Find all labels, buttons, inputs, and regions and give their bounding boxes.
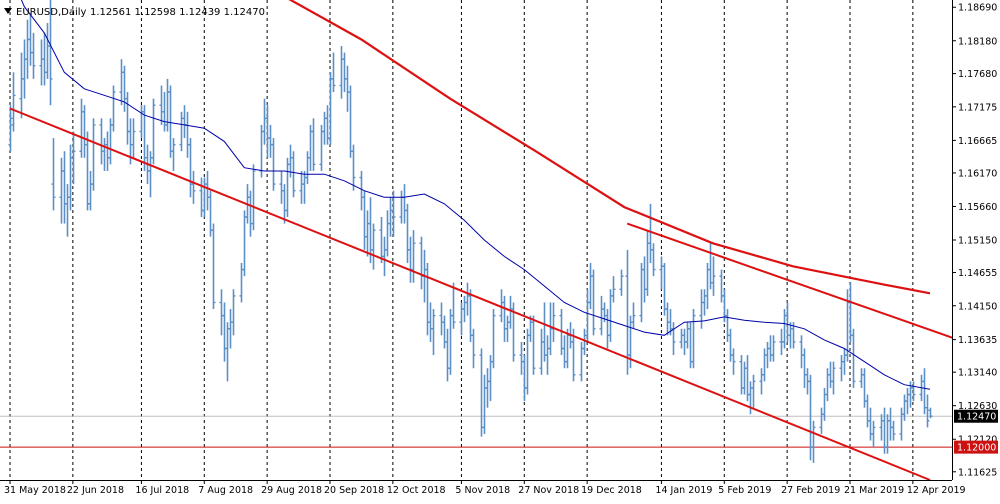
ohlc-bar: [891, 420, 896, 441]
ohlc-bar: [231, 289, 236, 336]
ohlc-bar: [591, 269, 596, 336]
ohlc-bar: [651, 243, 656, 277]
ohlc-bar: [271, 138, 276, 191]
x-tick-label: 27 Nov 2018: [518, 485, 579, 496]
ohlc-bar: [191, 170, 196, 204]
ohlc-bar: [471, 328, 476, 369]
ohlc-bar: [831, 361, 836, 395]
y-tick-label: 1.13635: [958, 335, 997, 346]
y-tick-label: 1.16170: [958, 168, 997, 179]
ohlc-bar: [371, 223, 376, 270]
ohlc-bar: [48, 0, 53, 106]
ohlc-bar: [851, 328, 856, 388]
ohlc-bar: [925, 394, 930, 428]
ohlc-bar: [631, 302, 636, 329]
ohlc-bar: [331, 52, 336, 93]
ohlc-bar: [171, 138, 176, 171]
chart-menu-arrow-icon[interactable]: [4, 8, 12, 14]
ohlc-bar: [51, 138, 56, 211]
ohlc-bar: [251, 164, 256, 231]
trend-line-lower[interactable]: [9, 107, 931, 481]
ohlc-bar: [671, 322, 676, 356]
y-tick-label: 1.12120: [958, 435, 997, 446]
current-price-tag: 1.12470: [954, 409, 998, 423]
y-tick-label: 1.11625: [958, 467, 997, 478]
y-tick-label: 1.14150: [958, 301, 997, 312]
ohlc-bar: [771, 335, 776, 362]
y-tick-label: 1.12630: [958, 401, 997, 412]
ohlc-bar: [8, 105, 13, 152]
x-tick-label: 29 Aug 2018: [261, 485, 322, 496]
ohlc-bar: [928, 407, 933, 419]
moving-average-fast: [20, 0, 931, 390]
ohlc-bar: [871, 420, 876, 448]
time-axis-area: [0, 480, 1000, 500]
y-tick-label: 1.18180: [958, 36, 997, 47]
x-tick-label: 12 Apr 2019: [907, 485, 966, 496]
ohlc-bar: [431, 309, 436, 356]
ohlc-bar: [619, 269, 624, 296]
ohlc-bar: [751, 374, 756, 408]
ohlc-bar: [571, 328, 576, 382]
ohlc-bar: [391, 190, 396, 237]
ohlc-bar: [531, 315, 536, 375]
ohlc-bar: [151, 98, 156, 165]
x-tick-label: 14 Jan 2019: [655, 485, 712, 496]
y-tick-label: 1.15150: [958, 236, 997, 247]
current-price-tag-text: 1.12470: [957, 412, 996, 423]
ohlc-bar: [491, 309, 496, 369]
x-tick-label: 16 Jul 2018: [135, 485, 189, 496]
ohlc-bar: [711, 256, 716, 296]
ohlc-bar: [71, 131, 76, 185]
y-tick-label: 1.18690: [958, 3, 997, 14]
ohlc-values-label: 1.12561 1.12598 1.12439 1.12470: [90, 7, 265, 18]
ohlc-bar: [131, 118, 136, 158]
ohlc-bar: [691, 309, 696, 369]
ohlc-bar: [811, 420, 816, 463]
level-price-tag: 1.12000: [954, 440, 998, 454]
x-tick-label: 12 Oct 2018: [387, 485, 446, 496]
moving-average-slow: [288, 0, 931, 295]
ohlc-bar: [351, 144, 356, 191]
x-tick-label: 5 Feb 2019: [718, 485, 771, 496]
ohlc-bar: [791, 322, 796, 349]
y-tick-label: 1.13140: [958, 368, 997, 379]
ohlc-bar: [31, 32, 36, 79]
ohlc-bar: [91, 118, 96, 191]
y-tick-label: 1.17680: [958, 69, 997, 80]
level-price-tag-box: [954, 440, 998, 454]
x-tick-label: 27 Feb 2019: [781, 485, 840, 496]
ohlc-bar: [611, 276, 616, 303]
x-tick-label: 5 Nov 2018: [455, 485, 510, 496]
ohlc-bar: [311, 118, 316, 171]
trend-line-upper[interactable]: [626, 222, 965, 343]
ohlc-bar: [291, 151, 296, 198]
ohlc-bar: [731, 348, 736, 375]
y-tick-label: 1.16665: [958, 136, 997, 147]
ohlc-bar: [11, 72, 16, 132]
ohlc-bar: [211, 223, 216, 310]
x-tick-label: 21 Mar 2019: [844, 485, 904, 496]
x-tick-label: 20 Sep 2018: [324, 485, 384, 496]
x-tick-label: 7 Aug 2018: [198, 485, 253, 496]
y-tick-label: 1.17175: [958, 102, 997, 113]
x-tick-label: 19 Dec 2018: [581, 485, 642, 496]
ohlc-bar: [111, 85, 116, 132]
current-price-tag-box: [954, 409, 998, 423]
x-tick-label: 31 May 2018: [4, 485, 66, 496]
ohlc-bar: [911, 381, 916, 402]
ohlc-bar: [411, 230, 416, 283]
level-price-tag-text: 1.12000: [957, 443, 996, 454]
symbol-period-label: EURUSD,Daily: [16, 7, 87, 18]
x-tick-label: 22 Jun 2018: [67, 485, 124, 496]
ohlc-bar: [451, 282, 456, 329]
y-tick-label: 1.15660: [958, 202, 997, 213]
y-tick-label: 1.14655: [958, 268, 997, 279]
